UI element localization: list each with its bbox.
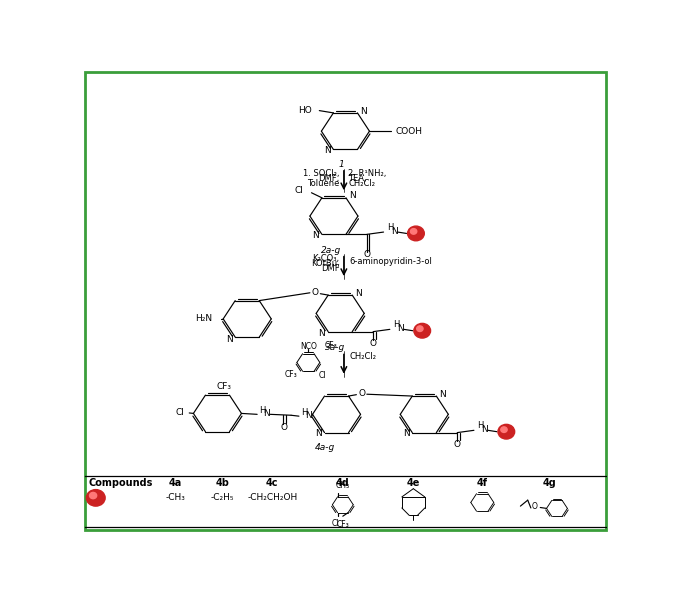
- Text: Compounds: Compounds: [88, 478, 153, 488]
- Text: N: N: [391, 226, 398, 235]
- Text: H: H: [393, 320, 399, 329]
- Text: N: N: [397, 324, 404, 333]
- Text: DMF,: DMF,: [318, 175, 340, 184]
- Text: O: O: [281, 423, 288, 432]
- Text: Cl: Cl: [295, 186, 304, 195]
- Text: CH₂Cl₂: CH₂Cl₂: [348, 179, 375, 188]
- Text: 3a-g: 3a-g: [325, 343, 345, 352]
- Circle shape: [410, 229, 417, 234]
- Text: 4a-g: 4a-g: [314, 443, 335, 452]
- Circle shape: [498, 424, 515, 439]
- Text: N: N: [312, 231, 319, 240]
- Text: K₂CO₃,: K₂CO₃,: [313, 254, 340, 263]
- Text: O: O: [532, 502, 538, 511]
- Text: TEA,: TEA,: [348, 175, 367, 184]
- Text: N: N: [315, 430, 321, 439]
- Circle shape: [90, 492, 96, 499]
- Text: N: N: [324, 147, 330, 156]
- Text: 2. R¹NH₂,: 2. R¹NH₂,: [348, 169, 386, 178]
- Text: 6-aminopyridin-3-ol: 6-aminopyridin-3-ol: [349, 257, 432, 266]
- Text: 4c: 4c: [266, 478, 278, 488]
- Text: COOH: COOH: [396, 127, 423, 136]
- Text: 4b: 4b: [216, 478, 230, 488]
- Text: N: N: [439, 390, 446, 399]
- Text: 4a: 4a: [169, 478, 182, 488]
- Text: N: N: [263, 409, 270, 418]
- Text: -CH₃: -CH₃: [166, 493, 185, 502]
- Circle shape: [501, 427, 507, 433]
- Text: O: O: [369, 339, 377, 348]
- Text: 4f: 4f: [477, 478, 488, 488]
- Text: N: N: [402, 430, 409, 439]
- Circle shape: [86, 489, 105, 506]
- Text: CF₃: CF₃: [284, 370, 297, 380]
- Text: HO: HO: [298, 106, 311, 115]
- Text: 1: 1: [338, 160, 344, 169]
- Text: O: O: [311, 288, 319, 297]
- Text: 1. SOCl₂,: 1. SOCl₂,: [303, 169, 340, 178]
- Text: CF₃: CF₃: [336, 520, 349, 529]
- Text: DMF: DMF: [321, 264, 340, 273]
- Circle shape: [417, 326, 423, 331]
- Text: 2a-g: 2a-g: [321, 246, 342, 255]
- Text: H: H: [477, 421, 483, 430]
- Text: CF₃: CF₃: [216, 382, 231, 392]
- Text: CH₃: CH₃: [336, 480, 350, 489]
- Text: 4d: 4d: [336, 478, 350, 488]
- Text: O: O: [363, 250, 370, 259]
- Text: N: N: [319, 328, 326, 337]
- Text: 4e: 4e: [406, 478, 420, 488]
- Text: Cl: Cl: [318, 371, 326, 380]
- Text: CF₃: CF₃: [324, 342, 337, 350]
- Text: NCO: NCO: [300, 342, 317, 352]
- Text: 4g: 4g: [543, 478, 556, 488]
- Text: H: H: [301, 408, 307, 417]
- Text: Toluene: Toluene: [307, 179, 340, 188]
- Text: -CH₂CH₂OH: -CH₂CH₂OH: [247, 493, 297, 502]
- Text: N: N: [349, 191, 356, 200]
- Text: CH₂Cl₂: CH₂Cl₂: [349, 352, 376, 361]
- Text: N: N: [355, 288, 362, 298]
- Circle shape: [414, 324, 431, 338]
- Text: Cl: Cl: [175, 408, 184, 417]
- Text: -C₂H₅: -C₂H₅: [211, 493, 235, 502]
- Text: H₂N: H₂N: [195, 314, 213, 324]
- Text: KOtBu,: KOtBu,: [311, 259, 340, 268]
- Text: O: O: [454, 440, 461, 449]
- Circle shape: [408, 226, 425, 241]
- Text: Cl: Cl: [331, 519, 339, 527]
- Text: N: N: [226, 335, 233, 344]
- Text: N: N: [305, 411, 311, 420]
- Text: N: N: [361, 107, 367, 116]
- Text: N: N: [481, 425, 488, 434]
- Text: H: H: [259, 406, 266, 415]
- Text: H: H: [387, 223, 393, 232]
- Text: O: O: [358, 389, 365, 398]
